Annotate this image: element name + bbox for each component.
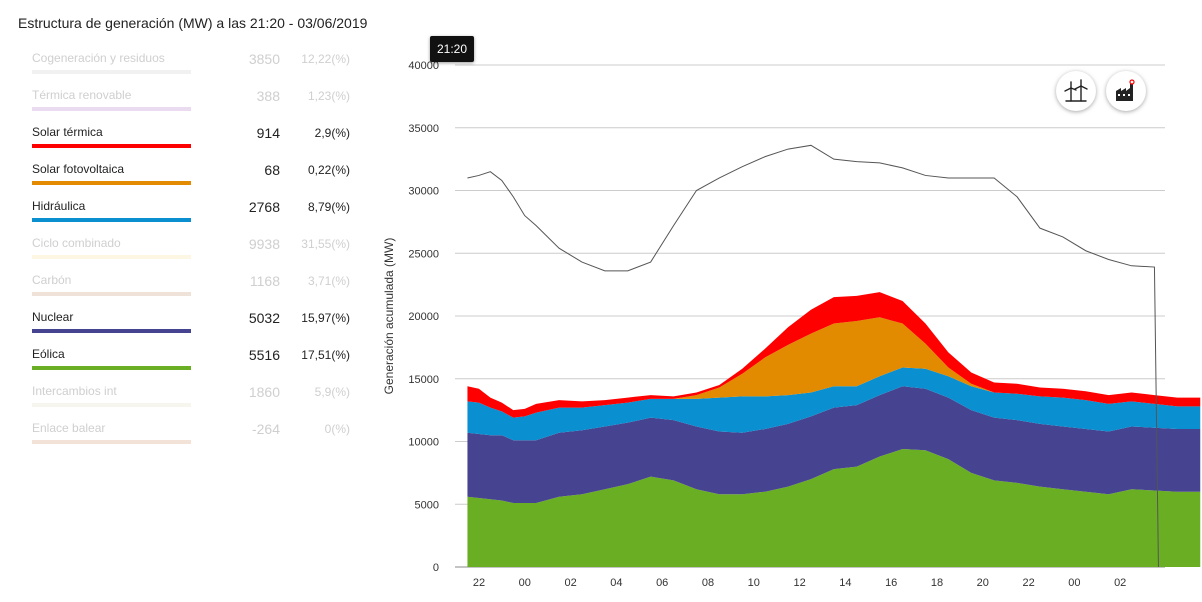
legend-item-value: 914 [256, 125, 280, 141]
legend-item-name: Nuclear [32, 310, 74, 324]
x-tick-label: 22 [473, 577, 485, 589]
legend-item-color-bar [32, 70, 191, 74]
chart-title: Estructura de generación (MW) a las 21:2… [18, 15, 368, 31]
legend-item-value: 3850 [248, 51, 280, 67]
legend-item-percent: 2,9(%) [314, 126, 350, 140]
legend-item-name: Enlace balear [32, 421, 106, 435]
wind-turbine-icon [1064, 79, 1088, 102]
area-nuclear [467, 386, 1201, 503]
legend-item-percent: 1,23(%) [307, 89, 350, 103]
legend-item-color-bar [32, 440, 191, 444]
demand-line [467, 144, 1159, 568]
x-tick-label: 16 [885, 577, 897, 589]
legend-item-value: 388 [256, 88, 280, 104]
legend-item[interactable]: Ciclo combinado 9938 31,55(%) [32, 234, 362, 271]
legend-item-color-bar [32, 181, 191, 185]
legend-item-value: 68 [264, 162, 280, 178]
legend-item-percent: 5,9(%) [314, 385, 350, 399]
legend-item[interactable]: Carbón 1168 3,71(%) [32, 271, 362, 308]
legend-item[interactable]: Cogeneración y residuos 3850 12,22(%) [32, 49, 362, 86]
legend-item-name: Eólica [32, 347, 65, 361]
x-tick-label: 20 [977, 577, 989, 589]
legend-item[interactable]: Nuclear 5032 15,97(%) [32, 308, 362, 345]
x-tick-label: 14 [839, 577, 851, 589]
x-tick-label: 04 [610, 577, 622, 589]
legend-item[interactable]: Solar fotovoltaica 68 0,22(%) [32, 160, 362, 197]
generation-legend: Cogeneración y residuos 3850 12,22(%) Térmi… [32, 49, 362, 456]
legend-item-color-bar [32, 366, 191, 370]
legend-item-name: Solar térmica [32, 125, 103, 139]
legend-item-name: Ciclo combinado [32, 236, 121, 250]
legend-item-value: 1168 [249, 273, 280, 289]
legend-item[interactable]: Intercambios int 1860 5,9(%) [32, 382, 362, 419]
x-tick-label: 06 [656, 577, 668, 589]
y-tick-label: 30000 [408, 186, 439, 198]
legend-item-name: Hidráulica [32, 199, 86, 213]
y-tick-label: 35000 [408, 123, 439, 135]
y-tick-label: 25000 [408, 248, 439, 260]
legend-item-color-bar [32, 255, 191, 259]
legend-item-value: 5032 [248, 310, 280, 326]
legend-item-percent: 17,51(%) [301, 348, 350, 362]
x-tick-label: 12 [793, 577, 805, 589]
x-tick-label: 00 [1068, 577, 1080, 589]
legend-item-value: 5516 [248, 347, 280, 363]
x-tick-label: 18 [931, 577, 943, 589]
x-tick-label: 08 [702, 577, 714, 589]
area-e-lica [467, 449, 1201, 567]
y-tick-label: 40000 [408, 60, 439, 72]
y-tick-label: 0 [433, 562, 439, 574]
legend-item-color-bar [32, 329, 191, 333]
legend-item[interactable]: Hidráulica 2768 8,79(%) [32, 197, 362, 234]
legend-item-color-bar [32, 144, 191, 148]
x-tick-label: 10 [748, 577, 760, 589]
x-tick-label: 02 [1114, 577, 1126, 589]
y-tick-label: 15000 [408, 374, 439, 386]
non-renewables-filter-button[interactable] [1106, 71, 1146, 111]
x-tick-label: 00 [519, 577, 531, 589]
area-solar-t-rmica [467, 292, 1201, 418]
legend-item-color-bar [32, 107, 191, 111]
legend-item-percent: 3,71(%) [307, 274, 350, 288]
legend-item-percent: 0,22(%) [307, 163, 350, 177]
area-hidr-ulica [467, 367, 1201, 441]
legend-item-value: -264 [251, 421, 280, 437]
legend-item-percent: 31,55(%) [301, 237, 350, 251]
legend-item-percent: 8,79(%) [307, 200, 350, 214]
renewables-filter-button[interactable] [1056, 71, 1096, 111]
legend-item-color-bar [32, 403, 191, 407]
area-solar-fotovoltaica [467, 317, 1201, 418]
legend-item-name: Intercambios int [32, 384, 117, 398]
y-tick-label: 5000 [415, 499, 439, 511]
legend-item-color-bar [32, 218, 191, 222]
time-tooltip: 21:20 [430, 36, 475, 62]
legend-item[interactable]: Eólica 5516 17,51(%) [32, 345, 362, 382]
legend-item-percent: 15,97(%) [301, 311, 350, 325]
y-tick-label: 20000 [408, 311, 439, 323]
x-tick-label: 22 [1022, 577, 1034, 589]
legend-item-name: Térmica renovable [32, 88, 132, 102]
x-tick-label: 02 [564, 577, 576, 589]
y-tick-label: 10000 [408, 437, 439, 449]
legend-item-percent: 12,22(%) [301, 52, 350, 66]
legend-item-name: Cogeneración y residuos [32, 51, 165, 65]
y-axis-label: Generación acumulada (MW) [382, 238, 396, 395]
legend-item-percent: 0(%) [324, 422, 350, 436]
legend-item-color-bar [32, 292, 191, 296]
factory-icon [1116, 79, 1135, 101]
legend-item-name: Carbón [32, 273, 72, 287]
legend-item-name: Solar fotovoltaica [32, 162, 125, 176]
legend-item[interactable]: Térmica renovable 388 1,23(%) [32, 86, 362, 123]
legend-item[interactable]: Enlace balear -264 0(%) [32, 419, 362, 456]
legend-item[interactable]: Solar térmica 914 2,9(%) [32, 123, 362, 160]
legend-item-value: 1860 [248, 384, 280, 400]
legend-item-value: 2768 [248, 199, 280, 215]
legend-item-value: 9938 [248, 236, 280, 252]
